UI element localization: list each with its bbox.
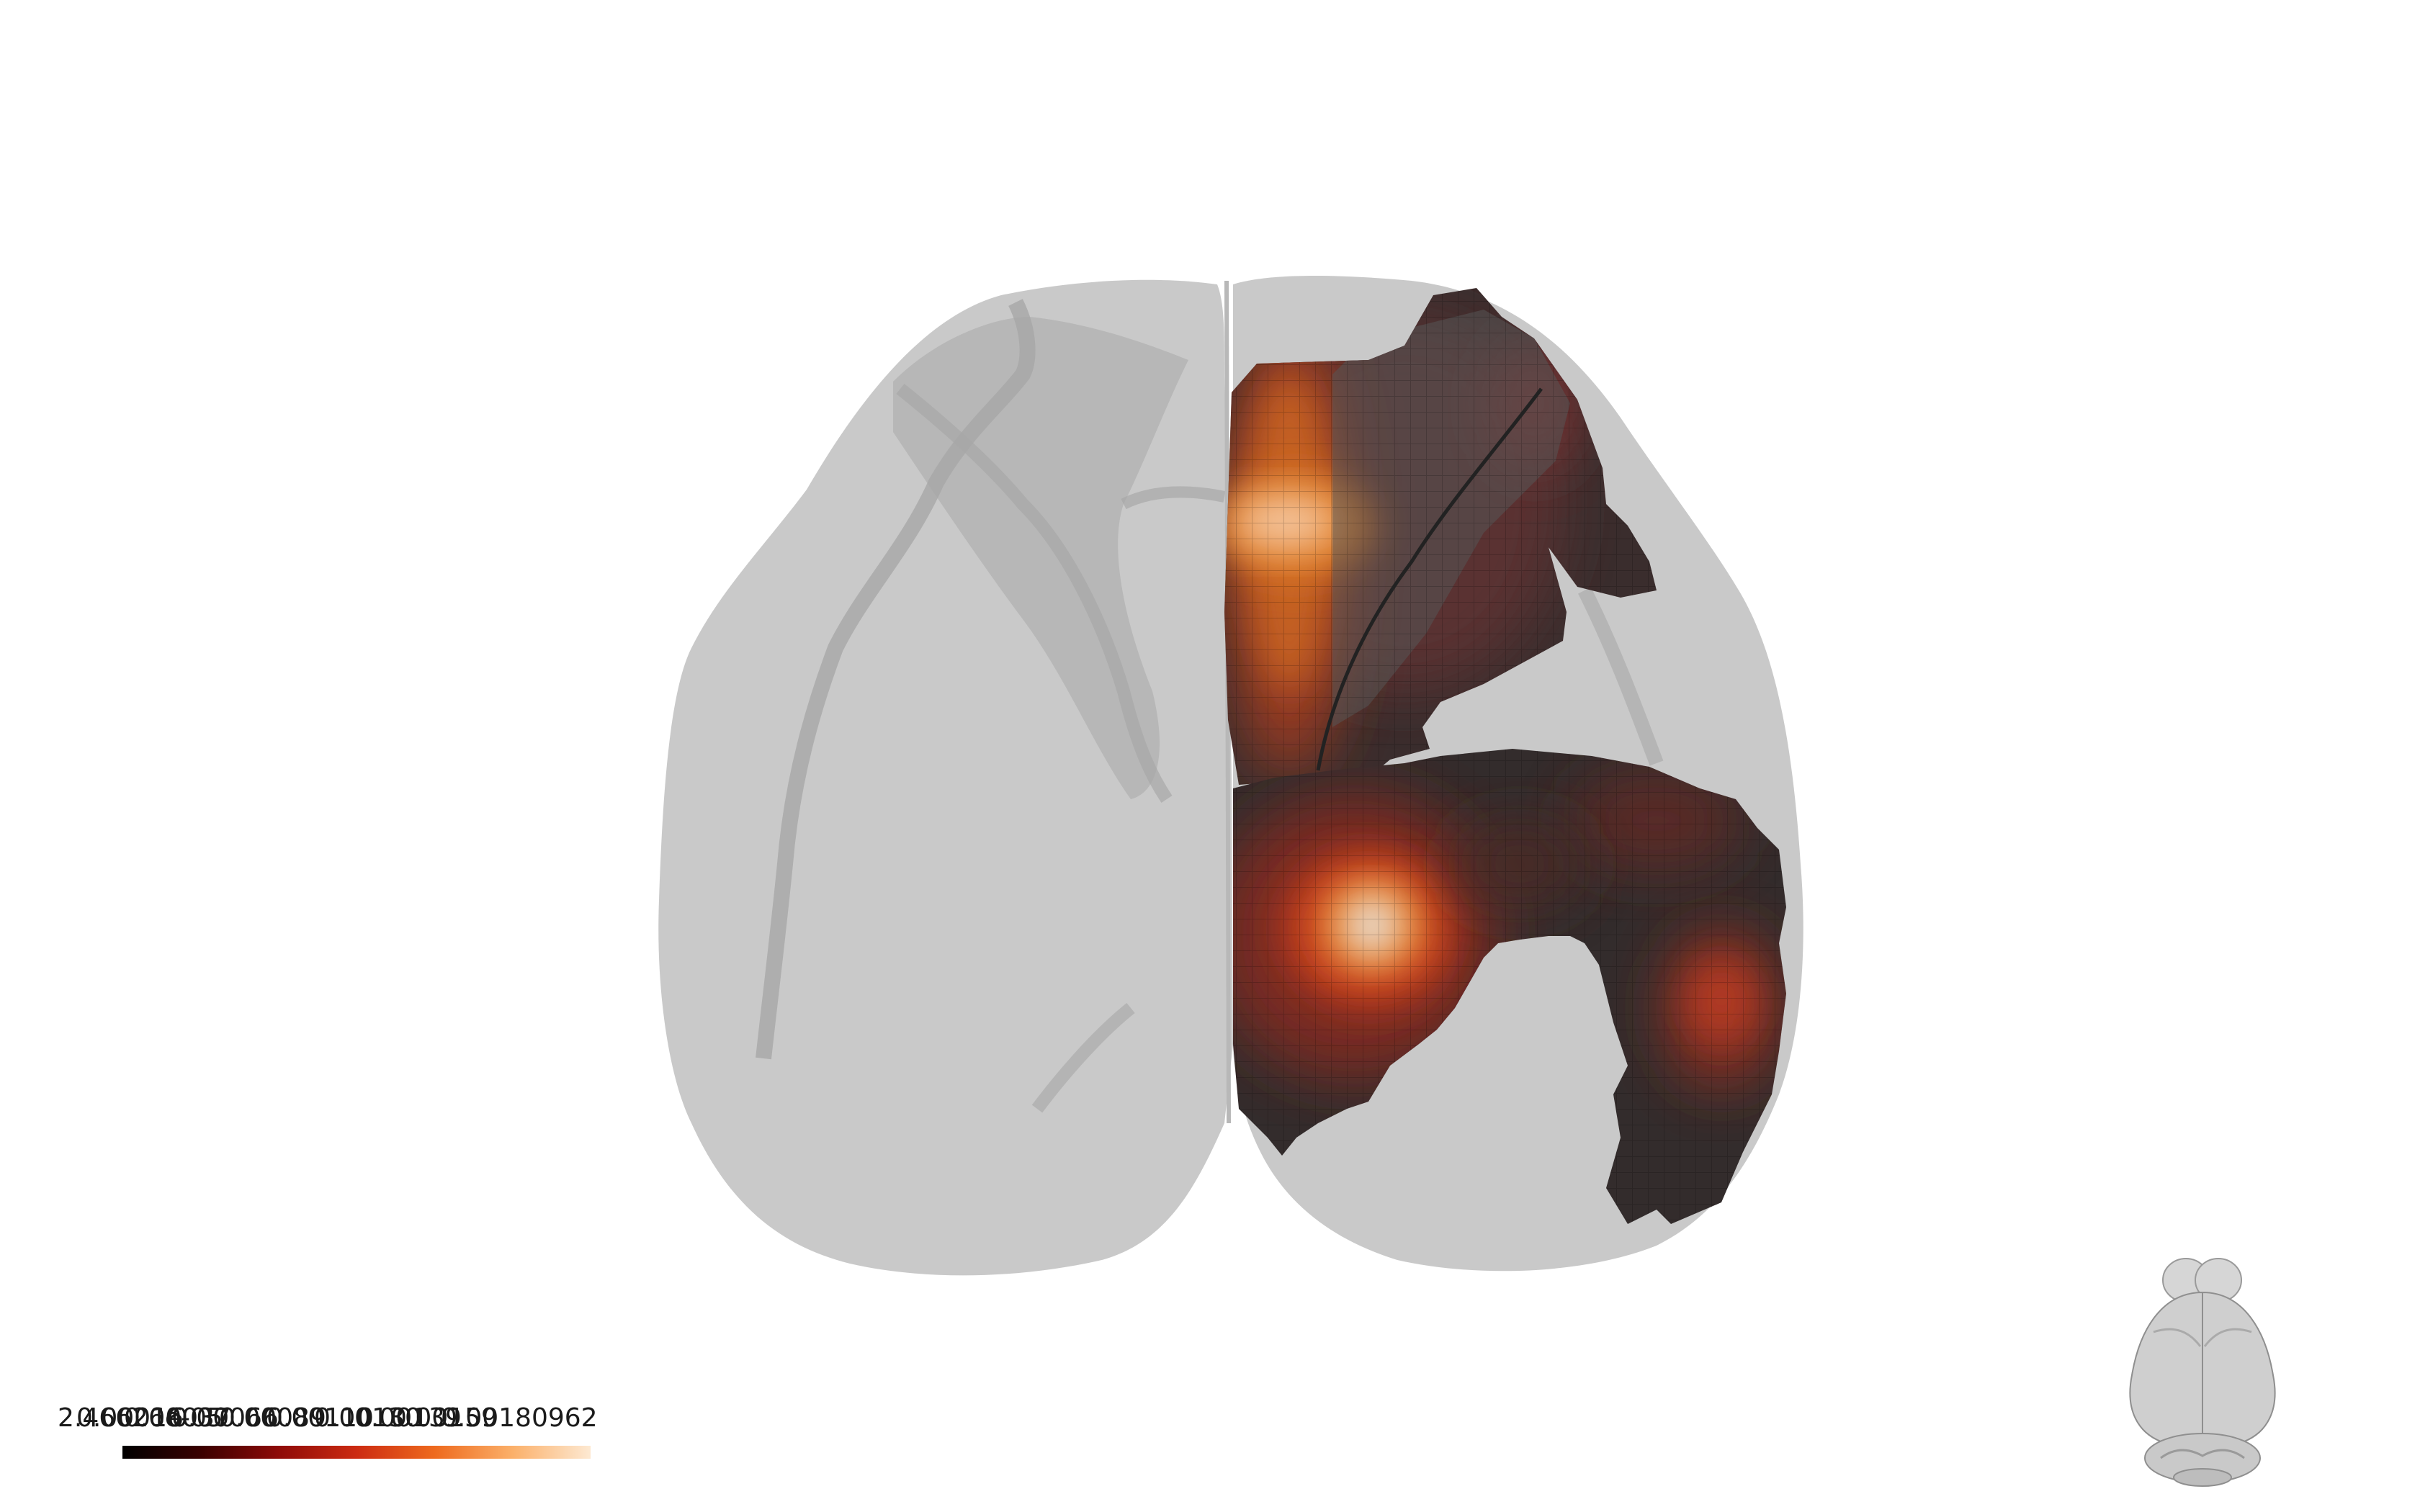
colorbar-tick-labels: 2.46626e-05 0.00016 0.00037 0.00066 0.00…	[58, 1404, 605, 1433]
left-fold-3	[1121, 486, 1226, 510]
brain-orientation-icon[interactable]	[2110, 1253, 2298, 1490]
left-olfactory-region	[893, 317, 1188, 799]
colorbar-tick-label: 2.46626e-05	[58, 1403, 223, 1433]
colorbar-tick-label: 0.00066	[171, 1403, 279, 1433]
colorbar-tick-label: 0.00139	[354, 1403, 462, 1433]
colorbar: 2.46626e-05 0.00016 0.00037 0.00066 0.00…	[58, 1404, 605, 1469]
colorbar-tick-label: 0.00180962	[441, 1403, 598, 1433]
colorbar-tick-label: 0.00159	[390, 1403, 498, 1433]
colorbar-tick-label: 0.00089	[219, 1403, 326, 1433]
right-fold-1	[1578, 587, 1664, 766]
colorbar-tick-label: 0.00130	[314, 1403, 421, 1433]
colorbar-tick-label: 0.00037	[124, 1403, 231, 1433]
left-hemisphere	[658, 279, 1233, 1276]
colorbar-tick-label: 0.00016	[76, 1403, 184, 1433]
colorbar-gradient	[122, 1446, 591, 1459]
left-fold-4	[1031, 1002, 1135, 1113]
colorbar-tick-label: 0.00110	[266, 1403, 374, 1433]
